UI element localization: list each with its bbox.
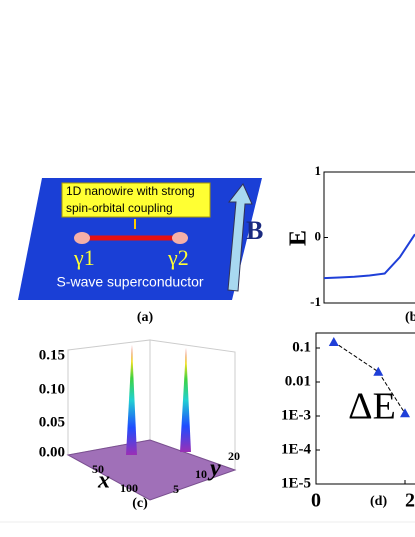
y-tick-label: 0.1 [292,339,311,355]
marker [373,366,384,376]
panel-label: (d) [370,494,387,509]
annotation: ΔE [348,386,396,428]
y-axis-label: y [207,456,221,482]
axis-frame [315,332,415,485]
peak [126,345,137,455]
text-box [61,182,211,218]
z-tick-label: 0.15 [39,347,65,363]
x-tick-label: 100 [120,481,138,495]
y-tick-label: 1E-4 [281,441,312,457]
y-tick-label: 1 [315,163,322,178]
y-tick-label: 10 [195,467,207,481]
field-arrow [227,183,253,292]
floor [66,439,237,501]
y-tick-label: 5 [173,482,179,496]
connector [333,341,406,414]
curve [323,233,415,280]
x-tick-label: 20 [405,490,415,512]
marker [400,408,410,418]
field-label: B [246,216,263,245]
gamma-label: γ1 [73,245,95,270]
z-tick-label: 0.05 [39,414,65,430]
y-tick-label: 20 [228,449,240,463]
y-tick-label: 1E-3 [281,407,311,423]
x-tick-label: 0 [311,490,321,512]
substrate-label: S-wave superconductor [56,274,203,290]
x-axis-label: x [97,468,110,494]
back-wall [67,339,151,456]
box-text: 1D nanowire with strong [66,184,195,198]
y-tick-label: 0 [315,228,322,243]
box-text: spin-orbital coupling [66,201,173,215]
panel-label: (c) [132,496,148,511]
panel-label: (b) [405,310,415,325]
panel-label: (a) [137,310,154,325]
y-tick-label: 0.01 [285,373,311,389]
axis-frame [323,171,415,304]
z-tick-label: 0.10 [39,381,65,397]
gamma-label: γ2 [167,245,189,270]
majorana [74,232,90,244]
peak [180,348,191,452]
y-tick-label: 1E-5 [281,475,311,491]
x-tick-label: 50 [92,462,104,476]
majorana [172,232,188,244]
y-axis-label: E [286,230,312,246]
marker [328,337,339,347]
z-tick-label: 0.00 [39,444,65,460]
y-tick-label: -1 [310,294,321,309]
